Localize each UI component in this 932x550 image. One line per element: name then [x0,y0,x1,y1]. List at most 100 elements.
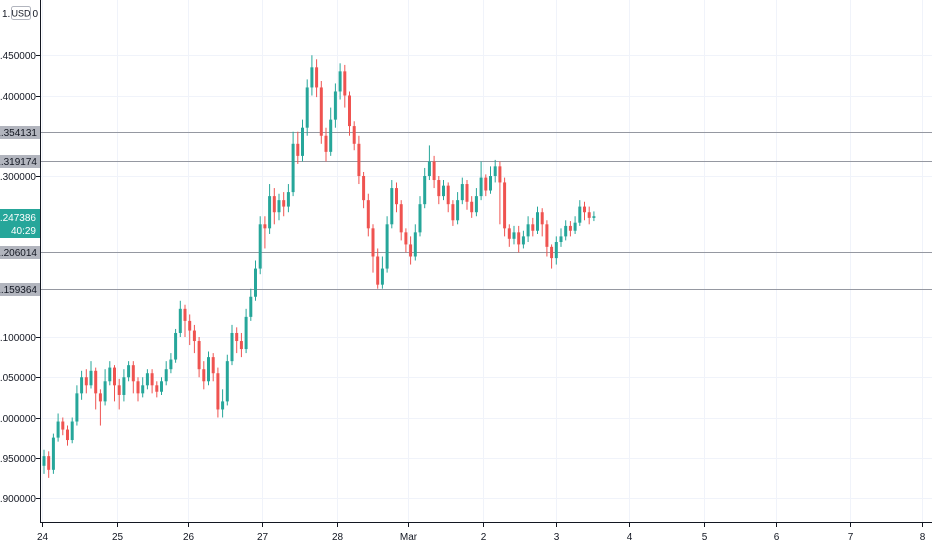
candle[interactable] [362,171,366,209]
candle[interactable] [554,236,558,265]
candle[interactable] [263,216,267,249]
candle[interactable] [324,127,328,162]
candle[interactable] [437,176,441,205]
candle[interactable] [197,337,201,378]
candle[interactable] [268,184,272,234]
candle[interactable] [291,131,295,197]
candle[interactable] [103,369,107,406]
currency-badge[interactable]: USD [11,6,31,20]
candle[interactable] [254,260,257,301]
candle[interactable] [521,230,525,249]
candle[interactable] [239,332,243,358]
candle[interactable] [122,369,126,402]
candle[interactable] [343,64,347,108]
candle[interactable] [98,389,102,426]
candle[interactable] [225,354,229,406]
candle[interactable] [409,236,413,265]
candle[interactable] [188,314,192,346]
candle[interactable] [338,63,342,100]
candle[interactable] [42,449,46,474]
candlesticks[interactable] [42,55,596,478]
candle[interactable] [249,288,253,321]
candle[interactable] [460,177,464,205]
candle[interactable] [178,300,182,337]
candle[interactable] [145,369,149,390]
candle[interactable] [127,361,131,382]
candle[interactable] [211,353,215,382]
candle[interactable] [155,381,159,398]
candle[interactable] [531,217,535,237]
candle[interactable] [221,389,225,418]
candle[interactable] [507,224,511,247]
candle[interactable] [517,225,521,253]
candle[interactable] [493,159,497,183]
candle[interactable] [301,119,304,162]
candle[interactable] [474,188,478,217]
candle[interactable] [470,196,474,218]
candle[interactable] [51,433,55,474]
candle[interactable] [484,174,488,197]
candle[interactable] [352,121,356,151]
candle[interactable] [573,216,577,234]
candle[interactable] [286,184,290,213]
candle[interactable] [84,369,88,394]
candle[interactable] [277,193,281,221]
candle[interactable] [465,180,469,210]
candle[interactable] [489,166,492,194]
candle[interactable] [418,196,422,237]
candle[interactable] [66,425,69,446]
candle[interactable] [390,180,394,229]
candle[interactable] [282,192,286,217]
candle[interactable] [404,228,408,253]
candle[interactable] [456,192,460,225]
candle[interactable] [432,155,436,189]
candle[interactable] [564,220,568,241]
candle[interactable] [399,200,403,241]
candle[interactable] [498,161,502,225]
candle[interactable] [536,206,539,234]
candle[interactable] [423,167,427,209]
candle[interactable] [296,131,300,164]
candle[interactable] [315,59,319,98]
candle[interactable] [578,200,582,226]
candle[interactable] [333,83,337,128]
candle[interactable] [80,370,84,400]
candle[interactable] [169,353,173,374]
candle[interactable] [230,324,234,366]
candle[interactable] [427,145,431,181]
candle[interactable] [545,220,549,257]
candle[interactable] [357,135,361,185]
candle[interactable] [371,224,375,273]
candle[interactable] [376,248,380,289]
candle[interactable] [451,200,455,226]
candle[interactable] [395,182,398,213]
candle[interactable] [70,417,74,444]
candle[interactable] [61,417,65,436]
candle[interactable] [136,377,140,402]
candle[interactable] [540,208,544,237]
candle[interactable] [559,228,563,247]
candle[interactable] [117,378,121,410]
candle[interactable] [141,377,145,398]
candle[interactable] [479,161,483,201]
candle[interactable] [380,256,384,289]
candle[interactable] [131,361,135,394]
candle[interactable] [202,361,206,390]
candle[interactable] [272,188,276,225]
candle[interactable] [305,79,309,136]
candle[interactable] [207,351,210,386]
candle[interactable] [329,107,333,156]
candle[interactable] [174,328,178,363]
candle[interactable] [164,361,168,386]
candle[interactable] [366,193,370,237]
candle[interactable] [413,224,417,261]
candle[interactable] [310,55,314,96]
candle[interactable] [446,182,450,213]
candle[interactable] [592,211,596,222]
candle[interactable] [503,177,507,237]
candle[interactable] [113,365,116,402]
candle[interactable] [587,206,591,225]
candle[interactable] [216,367,220,418]
candle[interactable] [442,180,445,201]
